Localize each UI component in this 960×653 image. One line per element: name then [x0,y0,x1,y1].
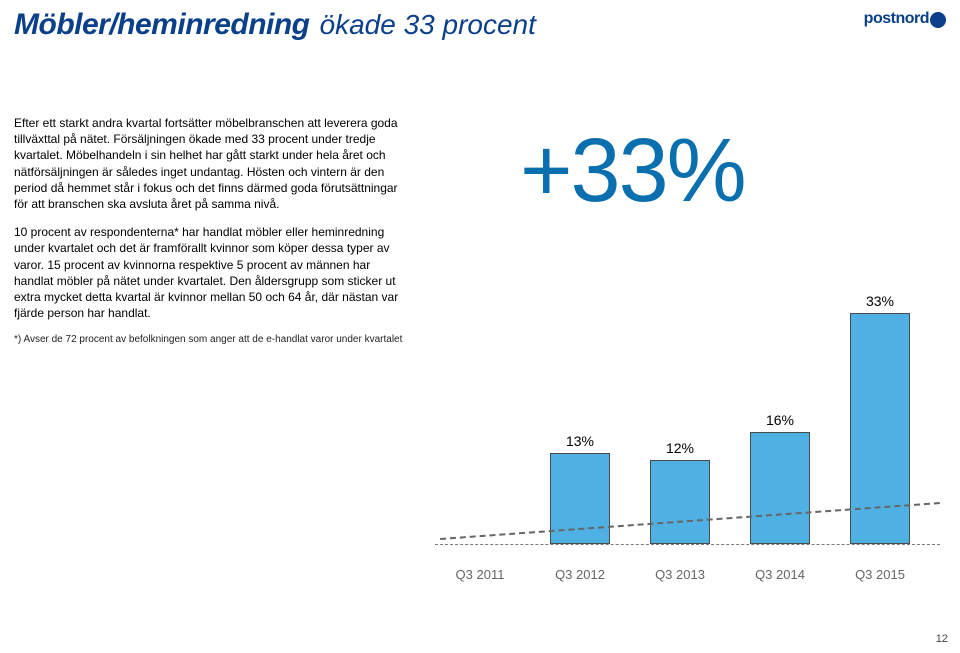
x-tick-label: Q3 2011 [435,567,525,582]
bar-slot: 16% [735,432,825,544]
chart-plot-area: 13%12%16%33% [435,265,940,545]
paragraph-2: 10 procent av respondenterna* har handla… [14,224,404,321]
bar-value-label: 13% [535,433,625,449]
body-text: Efter ett starkt andra kvartal fortsätte… [14,115,404,359]
bar-value-label: 12% [635,440,725,456]
bar-chart: 13%12%16%33% Q3 2011Q3 2012Q3 2013Q3 201… [435,265,940,585]
paragraph-1: Efter ett starkt andra kvartal fortsätte… [14,115,404,212]
title-strong: Möbler/heminredning [14,8,310,42]
logo-text: postnord [864,10,929,28]
bar-slot: 12% [635,460,725,544]
x-tick-label: Q3 2014 [735,567,825,582]
bar-value-label: 16% [735,412,825,428]
logo-circle-icon [930,12,946,28]
logo: postnord [864,10,946,28]
page-number: 12 [936,633,948,645]
x-tick-label: Q3 2012 [535,567,625,582]
footnote: *) Avser de 72 procent av befolkningen s… [14,333,404,347]
title-subtitle: ökade 33 procent [320,9,536,41]
bar-value-label: 33% [835,293,925,309]
chart-x-axis: Q3 2011 Q3 2012 Q3 2013 Q3 2014 Q3 2015 [435,555,940,585]
x-tick-label: Q3 2015 [835,567,925,582]
x-tick-label: Q3 2013 [635,567,725,582]
highlight-number: +33% [520,120,745,223]
bar [750,432,810,544]
title-row: Möbler/heminredning ökade 33 procent [14,8,946,42]
bar [650,460,710,544]
